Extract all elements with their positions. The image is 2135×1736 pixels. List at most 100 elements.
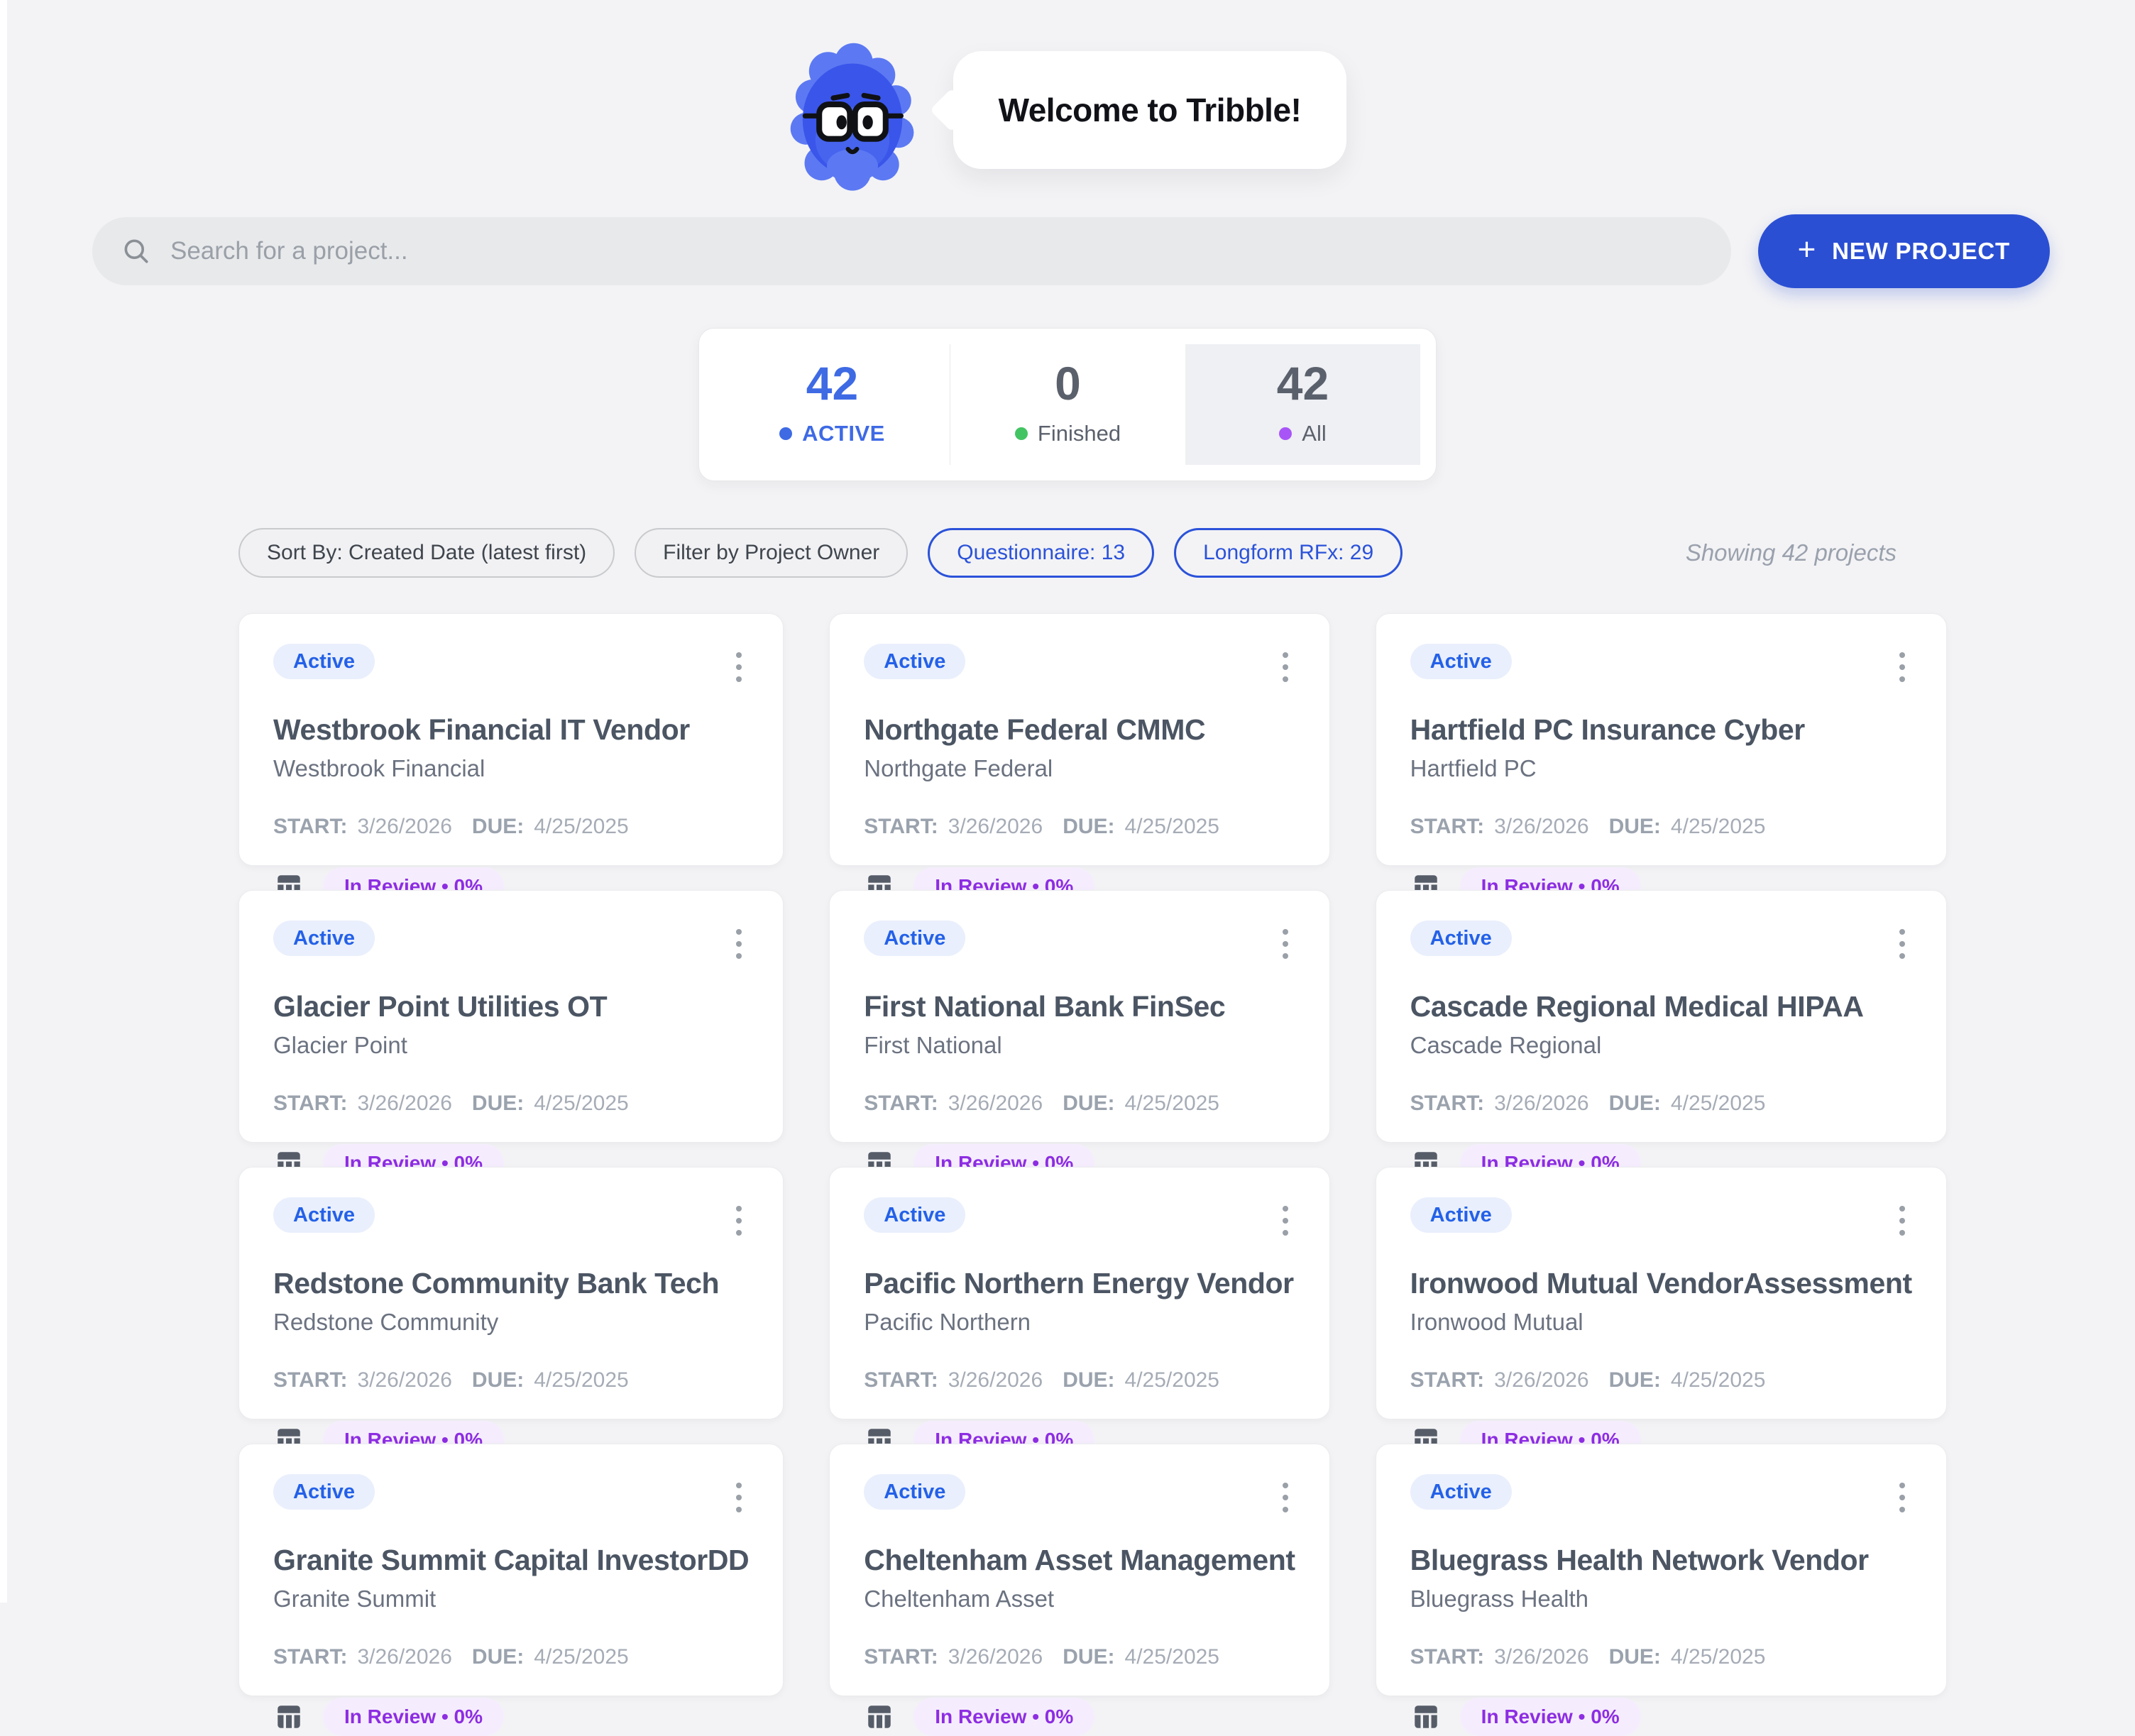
search-row: + NEW PROJECT	[92, 214, 2050, 288]
project-card[interactable]: Active First National Bank FinSec First …	[829, 890, 1330, 1182]
project-card[interactable]: Active Northgate Federal CMMC Northgate …	[829, 613, 1330, 906]
project-stats-card: 42 ACTIVE 0 Finished 42 All	[698, 328, 1437, 481]
kebab-menu-icon[interactable]	[729, 647, 749, 688]
kebab-menu-icon[interactable]	[1275, 1477, 1295, 1518]
project-title: Westbrook Financial IT Vendor	[273, 713, 690, 746]
active-dot-icon	[779, 427, 793, 440]
filter-owner-chip[interactable]: Filter by Project Owner	[635, 528, 909, 578]
project-card[interactable]: Active Cheltenham Asset Management Chelt…	[829, 1444, 1330, 1736]
finished-dot-icon	[1014, 427, 1028, 440]
project-dates: START: 3/26/2026 DUE: 4/25/2025	[273, 1645, 629, 1669]
project-dates: START: 3/26/2026 DUE: 4/25/2025	[273, 1368, 629, 1392]
kebab-menu-icon[interactable]	[729, 1477, 749, 1518]
status-badge: Active	[273, 921, 375, 956]
project-owner: Granite Summit	[273, 1586, 437, 1612]
project-dates: START: 3/26/2026 DUE: 4/25/2025	[1410, 1645, 1766, 1669]
project-owner: Glacier Point	[273, 1032, 407, 1058]
all-count: 42	[1276, 357, 1329, 410]
status-badge: Active	[273, 644, 375, 679]
project-owner: Pacific Northern	[864, 1309, 1031, 1335]
status-badge: Active	[1410, 644, 1512, 679]
project-dates: START: 3/26/2026 DUE: 4/25/2025	[273, 815, 629, 838]
kebab-menu-icon[interactable]	[1892, 647, 1912, 688]
project-dates: START: 3/26/2026 DUE: 4/25/2025	[273, 1092, 629, 1115]
search-input[interactable]	[170, 237, 1703, 265]
project-title: Cascade Regional Medical HIPAA	[1410, 990, 1864, 1023]
kebab-menu-icon[interactable]	[1275, 1200, 1295, 1241]
status-badge: Active	[864, 921, 966, 956]
tribble-mascot-icon	[790, 43, 914, 191]
new-project-button[interactable]: + NEW PROJECT	[1757, 214, 2050, 288]
review-status-badge: In Review • 0%	[1459, 1698, 1641, 1736]
sort-by-chip[interactable]: Sort By: Created Date (latest first)	[238, 528, 615, 578]
project-card[interactable]: Active Pacific Northern Energy Vendor Pa…	[829, 1167, 1330, 1459]
project-owner: First National	[864, 1032, 1002, 1058]
kebab-menu-icon[interactable]	[729, 1200, 749, 1241]
status-badge: Active	[273, 1197, 375, 1233]
project-card[interactable]: Active Bluegrass Health Network Vendor B…	[1375, 1444, 1947, 1736]
status-badge: Active	[864, 1197, 966, 1233]
kebab-menu-icon[interactable]	[729, 923, 749, 965]
status-badge: Active	[1410, 1197, 1512, 1233]
search-bar[interactable]	[92, 217, 1731, 285]
project-dates: START: 3/26/2026 DUE: 4/25/2025	[864, 1368, 1219, 1392]
project-card[interactable]: Active Glacier Point Utilities OT Glacie…	[238, 890, 784, 1182]
project-dates: START: 3/26/2026 DUE: 4/25/2025	[864, 1645, 1219, 1669]
review-status-badge: In Review • 0%	[323, 1698, 504, 1736]
kebab-menu-icon[interactable]	[1892, 1477, 1912, 1518]
finished-label: Finished	[1014, 421, 1121, 446]
project-title: First National Bank FinSec	[864, 990, 1226, 1023]
new-project-label: NEW PROJECT	[1832, 238, 2010, 264]
project-title: Redstone Community Bank Tech	[273, 1267, 720, 1300]
status-badge: Active	[1410, 1474, 1512, 1510]
project-owner: Hartfield PC	[1410, 755, 1537, 781]
project-card[interactable]: Active Westbrook Financial IT Vendor Wes…	[238, 613, 784, 906]
stat-tab-active[interactable]: 42 ACTIVE	[715, 344, 950, 465]
project-title: Glacier Point Utilities OT	[273, 990, 608, 1023]
project-card[interactable]: Active Redstone Community Bank Tech Reds…	[238, 1167, 784, 1459]
table-icon	[273, 1702, 304, 1732]
stat-tab-finished[interactable]: 0 Finished	[950, 344, 1185, 465]
project-card[interactable]: Active Granite Summit Capital InvestorDD…	[238, 1444, 784, 1736]
welcome-bubble: Welcome to Tribble!	[929, 51, 1347, 169]
search-icon	[124, 239, 148, 263]
stat-tab-all[interactable]: 42 All	[1185, 344, 1420, 465]
showing-projects-count: Showing 42 projects	[1685, 539, 1897, 566]
page-left-edge	[0, 0, 7, 1603]
active-label: ACTIVE	[779, 421, 885, 446]
active-count: 42	[806, 357, 859, 410]
kebab-menu-icon[interactable]	[1275, 647, 1295, 688]
welcome-text: Welcome to Tribble!	[998, 92, 1302, 128]
project-title: Pacific Northern Energy Vendor	[864, 1267, 1294, 1300]
project-card[interactable]: Active Hartfield PC Insurance Cyber Hart…	[1375, 613, 1947, 906]
project-title: Northgate Federal CMMC	[864, 713, 1206, 746]
status-badge: Active	[1410, 921, 1512, 956]
project-owner: Cheltenham Asset	[864, 1586, 1055, 1612]
project-owner: Northgate Federal	[864, 755, 1053, 781]
project-dates: START: 3/26/2026 DUE: 4/25/2025	[1410, 1092, 1766, 1115]
project-card[interactable]: Active Ironwood Mutual VendorAssessment …	[1375, 1167, 1947, 1459]
project-owner: Westbrook Financial	[273, 755, 485, 781]
project-dates: START: 3/26/2026 DUE: 4/25/2025	[864, 1092, 1219, 1115]
tribble-mascot-logo	[789, 43, 916, 193]
project-dates: START: 3/26/2026 DUE: 4/25/2025	[1410, 1368, 1766, 1392]
status-badge: Active	[864, 1474, 966, 1510]
all-dot-icon	[1279, 427, 1292, 440]
all-label: All	[1279, 421, 1327, 446]
projects-grid: Active Westbrook Financial IT Vendor Wes…	[238, 613, 1947, 1736]
project-owner: Cascade Regional	[1410, 1032, 1602, 1058]
longform-rfx-filter-chip[interactable]: Longform RFx: 29	[1174, 528, 1403, 578]
project-owner: Bluegrass Health	[1410, 1586, 1588, 1612]
bubble-tail	[929, 87, 974, 133]
project-title: Granite Summit Capital InvestorDD	[273, 1544, 750, 1576]
questionnaire-filter-chip[interactable]: Questionnaire: 13	[928, 528, 1155, 578]
project-card[interactable]: Active Cascade Regional Medical HIPAA Ca…	[1375, 890, 1947, 1182]
project-dates: START: 3/26/2026 DUE: 4/25/2025	[1410, 815, 1766, 838]
status-badge: Active	[273, 1474, 375, 1510]
kebab-menu-icon[interactable]	[1892, 1200, 1912, 1241]
table-icon	[864, 1702, 895, 1732]
finished-count: 0	[1055, 357, 1081, 410]
kebab-menu-icon[interactable]	[1275, 923, 1295, 965]
kebab-menu-icon[interactable]	[1892, 923, 1912, 965]
table-icon	[1410, 1702, 1442, 1732]
